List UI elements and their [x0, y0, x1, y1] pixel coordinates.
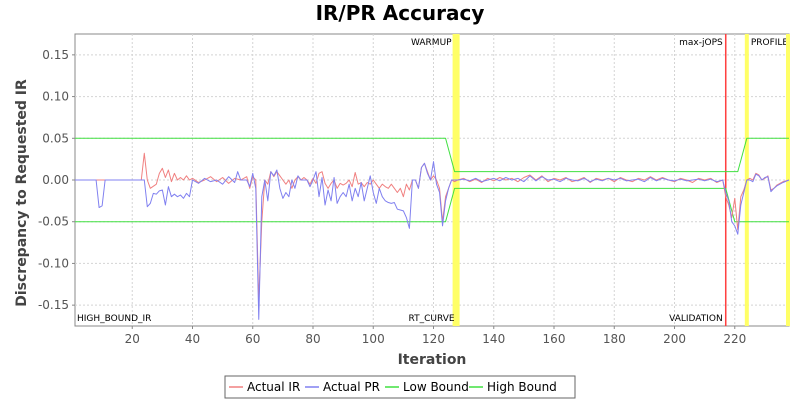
series-actual-pr	[75, 161, 790, 320]
x-tick-label: 220	[723, 332, 746, 346]
y-tick-label: -0.10	[38, 256, 69, 270]
phase-label: PROFILE	[751, 38, 789, 48]
y-ticks: -0.15 -0.10 -0.05 0.00 0.05 0.10 0.15	[38, 48, 75, 312]
x-tick-label: 60	[245, 332, 260, 346]
y-axis-label: Discrepancy to Requested IR	[14, 79, 30, 307]
y-tick-label: 0.10	[42, 90, 69, 104]
phase-label: max-jOPS	[679, 38, 723, 48]
series-high-bound	[75, 137, 789, 173]
x-tick-label: 180	[603, 332, 626, 346]
x-tick-label: 80	[305, 332, 320, 346]
x-tick-label: 200	[663, 332, 686, 346]
x-tick-label: 20	[125, 332, 140, 346]
legend-entry: Actual PR	[323, 380, 380, 394]
y-tick-label: 0.00	[42, 173, 69, 187]
legend-entry: Low Bound	[403, 380, 469, 394]
series-layer	[75, 137, 790, 320]
phase-label: RT_CURVE	[409, 314, 455, 324]
x-axis-label: Iteration	[398, 352, 467, 368]
corner-label: HIGH_BOUND_IR	[77, 314, 151, 324]
phase-marker-line	[724, 34, 727, 326]
y-tick-label: 0.15	[42, 48, 69, 62]
x-tick-label: 140	[482, 332, 505, 346]
x-tick-label: 160	[543, 332, 566, 346]
x-ticks: 20 40 60 80 100 120 140 160 180 200 220	[125, 326, 746, 346]
legend: Actual IR Actual PR Low Bound High Bound	[224, 375, 576, 399]
legend-box	[224, 375, 576, 399]
y-tick-label: -0.15	[38, 298, 69, 312]
chart-title: IR/PR Accuracy	[316, 1, 485, 25]
y-tick-label: -0.05	[38, 215, 69, 229]
x-tick-label: 120	[422, 332, 445, 346]
phase-label: WARMUP	[411, 38, 452, 48]
phase-label: VALIDATION	[669, 314, 723, 324]
x-tick-label: 40	[185, 332, 200, 346]
y-tick-label: 0.05	[42, 131, 69, 145]
legend-entry: Actual IR	[247, 380, 300, 394]
legend-entry: High Bound	[487, 380, 557, 394]
x-tick-label: 100	[362, 332, 385, 346]
